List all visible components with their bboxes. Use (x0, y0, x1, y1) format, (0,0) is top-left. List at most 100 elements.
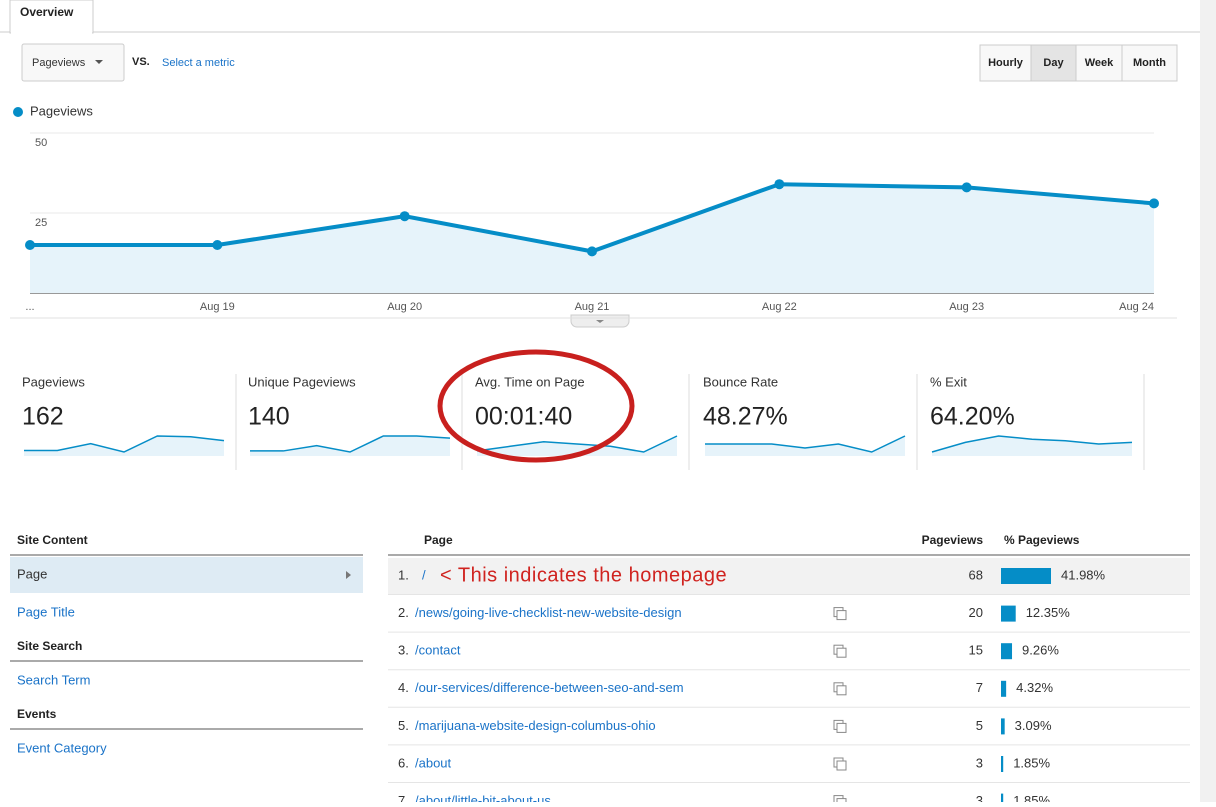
interval-button[interactable] (1075, 44, 1123, 82)
tab-label: Overview (20, 5, 74, 19)
vs-label: VS. (132, 56, 150, 68)
scrollbar[interactable] (1200, 0, 1216, 802)
row-pageviews: 68 (969, 567, 983, 582)
scorecard-value: 00:01:40 (475, 403, 572, 431)
highlight-ellipse (437, 349, 635, 463)
interval-label: Week (1085, 57, 1114, 69)
row-rank: 5. (398, 718, 409, 733)
scorecard-label: Unique Pageviews (248, 374, 356, 389)
sparkline-area (477, 436, 677, 456)
x-tick-label: Aug 23 (949, 301, 984, 313)
table-header: Page (424, 533, 453, 547)
percent-label: 4.32% (1016, 680, 1053, 695)
row-page[interactable]: /marijuana-website-design-columbus-ohio (415, 718, 656, 733)
annotation: < This indicates the homepage (440, 564, 727, 586)
sparkline-area (250, 436, 450, 456)
sparkline (705, 435, 906, 453)
row-pageviews: 15 (969, 643, 983, 658)
row-rank: 4. (398, 680, 409, 695)
metric-dropdown-label: Pageviews (32, 57, 86, 69)
table-header: % Pageviews (1004, 533, 1080, 547)
metric-dropdown[interactable] (21, 43, 125, 82)
percent-bar (1001, 568, 1051, 584)
x-tick-label: Aug 20 (387, 301, 422, 313)
percent-bar (1001, 680, 1007, 697)
row-pageviews: 20 (969, 605, 983, 620)
area (30, 184, 1154, 293)
interval-button[interactable] (1030, 44, 1077, 82)
sidebar-item[interactable]: Event Category (17, 740, 107, 755)
popout-icon (836, 722, 847, 733)
x-tick-label: Aug 22 (762, 301, 797, 313)
popout-icon (836, 685, 847, 696)
x-tick-label: ... (25, 301, 34, 313)
row-pageviews: 7 (976, 680, 983, 695)
row-pageviews: 5 (976, 718, 983, 733)
sparkline-area (705, 436, 905, 456)
sidebar-heading: Site Content (17, 533, 88, 547)
legend-label: Pageviews (30, 103, 93, 118)
scorecard-value: 48.27% (703, 403, 788, 431)
percent-bar (1001, 605, 1016, 622)
scorecard-value: 140 (248, 403, 290, 431)
select-metric-link[interactable]: Select a metric (162, 57, 235, 69)
scorecard-label: Bounce Rate (703, 374, 778, 389)
percent-label: 3.09% (1015, 718, 1052, 733)
x-tick-label: Aug 24 (1119, 301, 1154, 313)
tab-cover (11, 30, 92, 34)
row-page[interactable]: /news/going-live-checklist-new-website-d… (415, 605, 682, 620)
percent-label: 1.85% (1013, 755, 1050, 770)
interval-button[interactable] (979, 44, 1032, 82)
sidebar-item[interactable]: Search Term (17, 672, 90, 687)
interval-label: Hourly (988, 57, 1024, 69)
row-pageviews: 3 (976, 755, 983, 770)
percent-label: 12.35% (1026, 605, 1071, 620)
row-page[interactable]: /about (415, 755, 452, 770)
popout-icon (836, 798, 847, 807)
sparkline (250, 435, 451, 453)
interval-label: Day (1043, 57, 1064, 69)
row-highlight (388, 558, 1190, 594)
percent-bar (1001, 756, 1004, 772)
data-point (25, 240, 35, 250)
sidebar-heading: Events (17, 707, 57, 721)
sidebar-selected[interactable] (10, 557, 363, 593)
popout-icon (836, 647, 847, 658)
data-point (961, 182, 972, 193)
row-rank: 2. (398, 605, 409, 620)
data-point (774, 179, 785, 190)
data-point (212, 240, 223, 250)
data-point (399, 211, 410, 222)
row-page[interactable]: /our-services/difference-between-seo-and… (415, 680, 684, 695)
y-tick-label: 50 (35, 137, 47, 149)
y-tick-label: 25 (35, 217, 47, 229)
sidebar-item[interactable]: Page Title (17, 604, 75, 619)
sparkline-area (24, 436, 224, 456)
row-rank: 3. (398, 643, 409, 658)
data-point (1149, 198, 1159, 209)
sidebar-item[interactable]: Page (17, 566, 47, 581)
interval-button[interactable] (1121, 44, 1178, 82)
row-rank: 7. (398, 793, 409, 802)
row-rank: 6. (398, 755, 409, 770)
collapse-arrow (596, 320, 604, 323)
percent-bar (1001, 718, 1005, 735)
sparkline (931, 435, 1133, 453)
row-page[interactable]: /about/little-bit-about-us (415, 793, 551, 807)
tab[interactable] (9, 0, 94, 34)
dropdown-arrow (95, 60, 103, 64)
percent-label: 41.98% (1061, 567, 1106, 582)
scorecard-label: Pageviews (22, 374, 85, 389)
sparkline (476, 435, 678, 453)
scorecard-label: Avg. Time on Page (475, 374, 585, 389)
row-page[interactable]: /contact (415, 643, 461, 658)
sidebar-arrow (346, 571, 351, 579)
row-page[interactable]: / (422, 567, 426, 582)
scorecard-label: % Exit (930, 374, 967, 389)
row-rank: 1. (398, 567, 409, 582)
popout-icon (836, 610, 847, 621)
scorecard-value: 162 (22, 403, 64, 431)
table-header: Pageviews (922, 533, 984, 547)
scorecard-value: 64.20% (930, 403, 1015, 431)
